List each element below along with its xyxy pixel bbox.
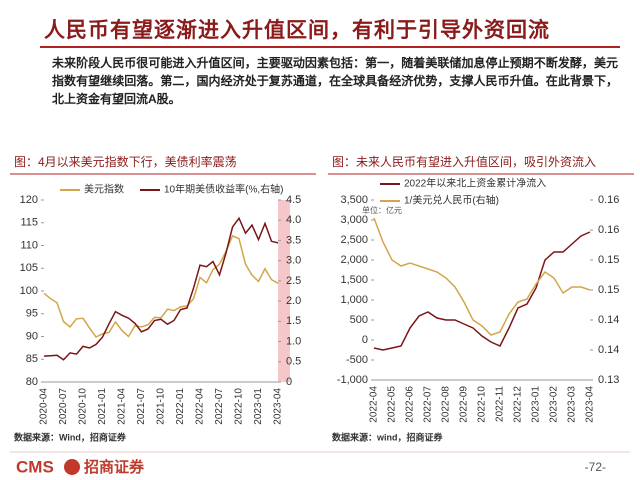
- y-tick-label: 2.0: [286, 295, 301, 307]
- chart-title: 图：未来人民币有望进入升值区间，吸引外资流入: [332, 154, 596, 169]
- y-tick-label: 0: [362, 334, 368, 346]
- x-tick-label: 2022-07: [214, 388, 225, 425]
- y-tick-label: 95: [26, 308, 38, 320]
- y-tick-label: 2,000: [340, 254, 368, 266]
- y-tick-label: 1,500: [340, 274, 368, 286]
- y-tick-label: 0.13: [598, 374, 619, 386]
- chart-title: 图：4月以来美元指数下行，美债利率震荡: [14, 154, 237, 169]
- y-tick-label: 4.0: [286, 214, 301, 226]
- x-tick-label: 2023-01: [531, 386, 542, 423]
- y-tick-label: 3,500: [340, 194, 368, 206]
- x-tick-label: 2022-12: [513, 386, 524, 423]
- logo-icon: [64, 459, 80, 475]
- slide-body: 未来阶段人民币很可能进入升值区间，主要驱动因素包括：第一，随着美联储加息停止预期…: [52, 56, 618, 106]
- footer-logo: CMS: [16, 457, 54, 476]
- x-tick-label: 2022-06: [405, 386, 416, 423]
- legend-label: 10年期美债收益率(%,右轴): [164, 183, 283, 196]
- source-note: 数据来源：wind，招商证券: [332, 431, 443, 442]
- source-note: 数据来源：Wind，招商证券: [14, 431, 127, 442]
- x-tick-label: 2022-07: [423, 386, 434, 423]
- y-tick-label: 110: [20, 239, 38, 251]
- x-tick-label: 2023-03: [567, 386, 578, 423]
- y-tick-label: 0.15: [598, 254, 619, 266]
- x-tick-label: 2023-04: [585, 386, 596, 423]
- slide-title: 人民币有望逐渐进入升值区间，有利于引导外资回流: [44, 19, 550, 42]
- x-tick-label: 2022-05: [387, 386, 398, 423]
- y-tick-label: 1,000: [340, 294, 368, 306]
- x-tick-label: 2023-04: [273, 388, 284, 425]
- x-tick-label: 2020-04: [39, 388, 50, 425]
- legend-label: 美元指数: [84, 183, 124, 196]
- y-tick-label: 85: [26, 353, 38, 365]
- x-tick-label: 2022-11: [495, 386, 506, 422]
- series-line: [373, 217, 591, 336]
- y-tick-label: 0.14: [598, 344, 619, 356]
- highlight-band: [278, 200, 290, 382]
- x-tick-label: 2023-02: [549, 386, 560, 423]
- y-tick-label: 0: [286, 376, 292, 388]
- y-tick-label: 4.5: [286, 194, 301, 206]
- x-tick-label: 2022-10: [234, 388, 245, 425]
- y-tick-label: -500: [346, 354, 368, 366]
- y-tick-label: 120: [20, 194, 38, 206]
- x-tick-label: 2021-10: [156, 388, 167, 425]
- x-tick-label: 2022-08: [441, 386, 452, 423]
- series-line: [43, 216, 279, 361]
- y-tick-label: 0.16: [598, 194, 619, 206]
- series-line: [43, 234, 279, 338]
- page-number: -72-: [585, 460, 606, 474]
- legend-label: 2022年以来北上资金累计净流入: [404, 177, 546, 190]
- y-tick-label: 115: [20, 217, 38, 229]
- y-tick-label: 1.5: [286, 315, 301, 327]
- x-tick-label: 2021-07: [136, 388, 147, 425]
- annotation: 单位：亿元: [362, 205, 402, 215]
- series-line: [373, 231, 591, 351]
- y-tick-label: 0.16: [598, 224, 619, 236]
- x-tick-label: 2022-04: [369, 386, 380, 423]
- legend-label: 1/美元兑人民币(右轴): [404, 194, 499, 207]
- y-tick-label: 80: [26, 376, 38, 388]
- y-tick-label: 1.0: [286, 335, 301, 347]
- y-tick-label: 100: [20, 285, 38, 297]
- y-tick-label: 105: [20, 262, 38, 274]
- x-tick-label: 2020-10: [78, 388, 89, 425]
- y-tick-label: 500: [350, 314, 368, 326]
- y-tick-label: 0.14: [598, 314, 619, 326]
- x-tick-label: 2023-01: [253, 388, 264, 425]
- y-tick-label: 3.0: [286, 255, 301, 267]
- y-tick-label: 3.5: [286, 234, 301, 246]
- y-tick-label: 2.5: [286, 275, 301, 287]
- y-tick-label: -1,000: [337, 374, 368, 386]
- x-tick-label: 2022-04: [195, 388, 206, 425]
- x-tick-label: 2022-09: [459, 386, 470, 423]
- x-tick-label: 2021-04: [117, 388, 128, 425]
- footer-company: 招商证券: [84, 458, 145, 476]
- title-rule: [40, 46, 620, 48]
- x-tick-label: 2020-07: [58, 388, 69, 425]
- x-tick-label: 2021-01: [97, 388, 108, 425]
- x-tick-label: 2022-10: [477, 386, 488, 423]
- y-tick-label: 0.15: [598, 284, 619, 296]
- y-tick-label: 2,500: [340, 234, 368, 246]
- y-tick-label: 90: [26, 330, 38, 342]
- y-tick-label: 3,000: [340, 214, 368, 226]
- x-tick-label: 2022-01: [175, 388, 186, 425]
- y-tick-label: 0.5: [286, 356, 301, 368]
